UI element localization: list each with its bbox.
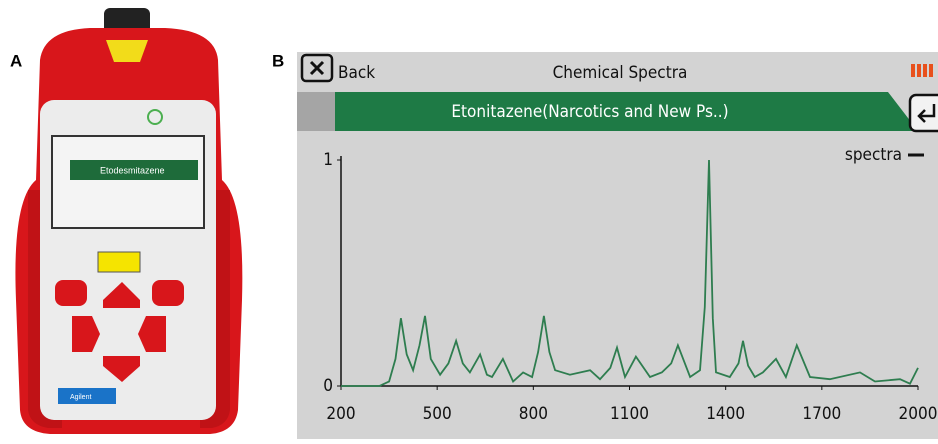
panel-label: B [272,51,284,70]
y-tick-label: 0 [323,376,333,396]
x-tick-label: 1400 [706,404,745,424]
panel-label: A [10,51,22,70]
banner-left [297,92,335,131]
x-tick-label: 800 [519,404,548,424]
x-tick-label: 500 [423,404,452,424]
x-tick-label: 1700 [802,404,841,424]
screen-title: Chemical Spectra [553,63,688,83]
banner-text: Etonitazene(Narcotics and New Ps..) [451,102,728,122]
x-tick-label: 1100 [610,404,649,424]
x-tick-label: 2000 [899,404,938,424]
device-screen-title: Etodesmitazene [100,165,165,175]
legend-label: spectra [845,145,902,165]
back-label: Back [338,63,375,83]
device: Etodesmitazene Agilent [15,8,242,434]
y-tick-label: 1 [323,150,333,170]
device-brand: Agilent [70,394,91,401]
enter-button[interactable] [910,95,938,131]
x-tick-label: 200 [326,404,355,424]
page: A B Etodesmitazene Agilent Back Chemical… [0,0,938,439]
